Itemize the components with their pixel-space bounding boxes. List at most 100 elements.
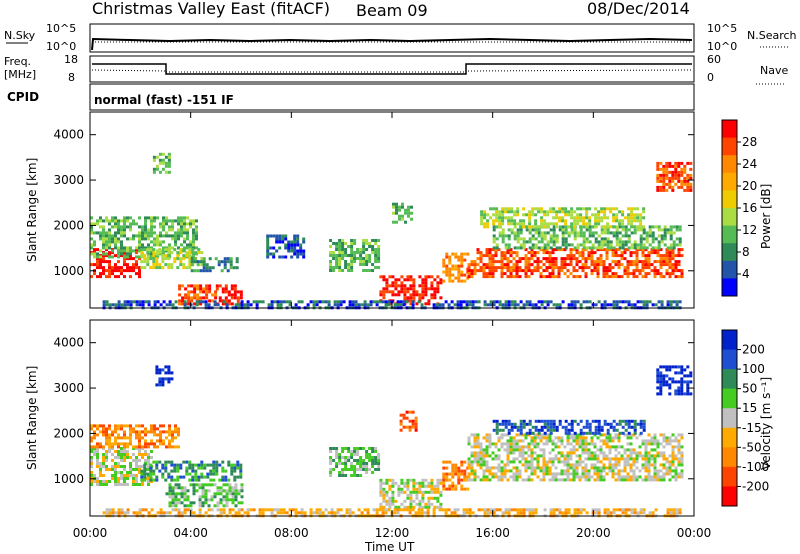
heatmap-cell [620, 254, 624, 258]
heatmap-cell [584, 466, 588, 470]
heatmap-cell [659, 463, 663, 467]
heatmap-cell [567, 234, 571, 238]
heatmap-cell [177, 445, 180, 449]
heatmap-cell [388, 505, 392, 509]
heatmap-cell [548, 478, 552, 482]
heatmap-cell [394, 278, 398, 282]
heatmap-cell [623, 251, 627, 255]
heatmap-cell [315, 511, 319, 515]
heatmap-cell [90, 246, 93, 250]
heatmap-cell [168, 501, 172, 505]
heatmap-cell [368, 254, 372, 257]
heatmap-cell [362, 447, 366, 450]
heatmap-cell [108, 445, 111, 449]
heatmap-cell [123, 269, 126, 273]
heatmap-cell [668, 248, 672, 252]
heatmap-cell [190, 299, 194, 303]
heatmap-cell [108, 263, 111, 267]
heatmap-cell [485, 248, 489, 252]
heatmap-cell [117, 427, 120, 431]
heatmap-cell [669, 234, 673, 238]
heatmap-cell [665, 439, 669, 443]
heatmap-cell [207, 483, 211, 487]
heatmap-cell [451, 252, 455, 256]
heatmap-cell [359, 263, 363, 266]
heatmap-cell [191, 475, 195, 479]
heatmap-cell [141, 234, 144, 238]
heatmap-cell [185, 472, 189, 476]
heatmap-cell [566, 257, 570, 261]
heatmap-cell [597, 508, 601, 512]
heatmap-cell [350, 465, 354, 468]
heatmap-cell [255, 303, 259, 307]
freq-trace [92, 63, 692, 75]
heatmap-cell [669, 508, 673, 512]
heatmap-cell [528, 237, 532, 241]
heatmap-cell [488, 263, 492, 267]
heatmap-cell [674, 380, 678, 384]
heatmap-cell [147, 231, 150, 235]
heatmap-cell [680, 460, 684, 464]
heatmap-cell [99, 430, 102, 434]
heatmap-cell [302, 255, 306, 259]
heatmap-cell [522, 222, 526, 226]
heatmap-cell [476, 248, 480, 252]
heatmap-cell [674, 472, 678, 476]
heatmap-cell [90, 471, 93, 474]
heatmap-cell [539, 439, 543, 443]
heatmap-cell [576, 246, 580, 250]
heatmap-cell [513, 222, 517, 226]
heatmap-cell [618, 419, 622, 423]
heatmap-cell [509, 251, 513, 255]
heatmap-cell [176, 257, 180, 261]
heatmap-cell [433, 296, 437, 300]
heatmap-cell [161, 463, 165, 467]
heatmap-cell [126, 263, 129, 267]
heatmap-cell [177, 511, 181, 515]
heatmap-cell [600, 225, 604, 229]
heatmap-cell [647, 475, 651, 479]
heatmap-cell [506, 439, 510, 443]
heatmap-cell [590, 254, 594, 258]
heatmap-cell [659, 248, 663, 252]
heatmap-cell [680, 475, 684, 479]
heatmap-cell [415, 502, 419, 506]
heatmap-cell [590, 272, 594, 276]
heatmap-cell [648, 231, 652, 235]
heatmap-cell [365, 468, 369, 471]
heatmap-cell [394, 293, 398, 297]
heatmap-cell [476, 263, 480, 267]
heatmap-cell [548, 472, 552, 476]
heatmap-cell [398, 217, 401, 221]
heatmap-cell [653, 466, 657, 470]
heatmap-cell [629, 251, 633, 255]
heatmap-cell [569, 272, 573, 276]
heatmap-cell [573, 222, 577, 226]
heatmap-cell [552, 210, 556, 214]
heatmap-cell [400, 287, 404, 291]
heatmap-cell [451, 466, 455, 470]
heatmap-cell [599, 257, 603, 261]
heatmap-cell [593, 469, 597, 473]
heatmap-cell [515, 251, 519, 255]
heatmap-cell [494, 266, 498, 270]
heatmap-cell [114, 442, 117, 446]
heatmap-cell [270, 508, 274, 512]
heatmap-cell [533, 260, 537, 264]
heatmap-cell [561, 425, 565, 429]
heatmap-cell [99, 424, 102, 428]
heatmap-cell [435, 303, 439, 307]
heatmap-cell [642, 419, 646, 423]
heatmap-cell [296, 234, 300, 238]
heatmap-cell [564, 243, 568, 247]
heatmap-cell [96, 456, 99, 459]
heatmap-cell [365, 242, 369, 245]
heatmap-cell [521, 257, 525, 261]
heatmap-cell [318, 508, 322, 512]
heatmap-cell [491, 260, 495, 264]
heatmap-cell [515, 263, 519, 267]
heatmap-cell [359, 456, 363, 459]
heatmap-cell [421, 484, 425, 488]
